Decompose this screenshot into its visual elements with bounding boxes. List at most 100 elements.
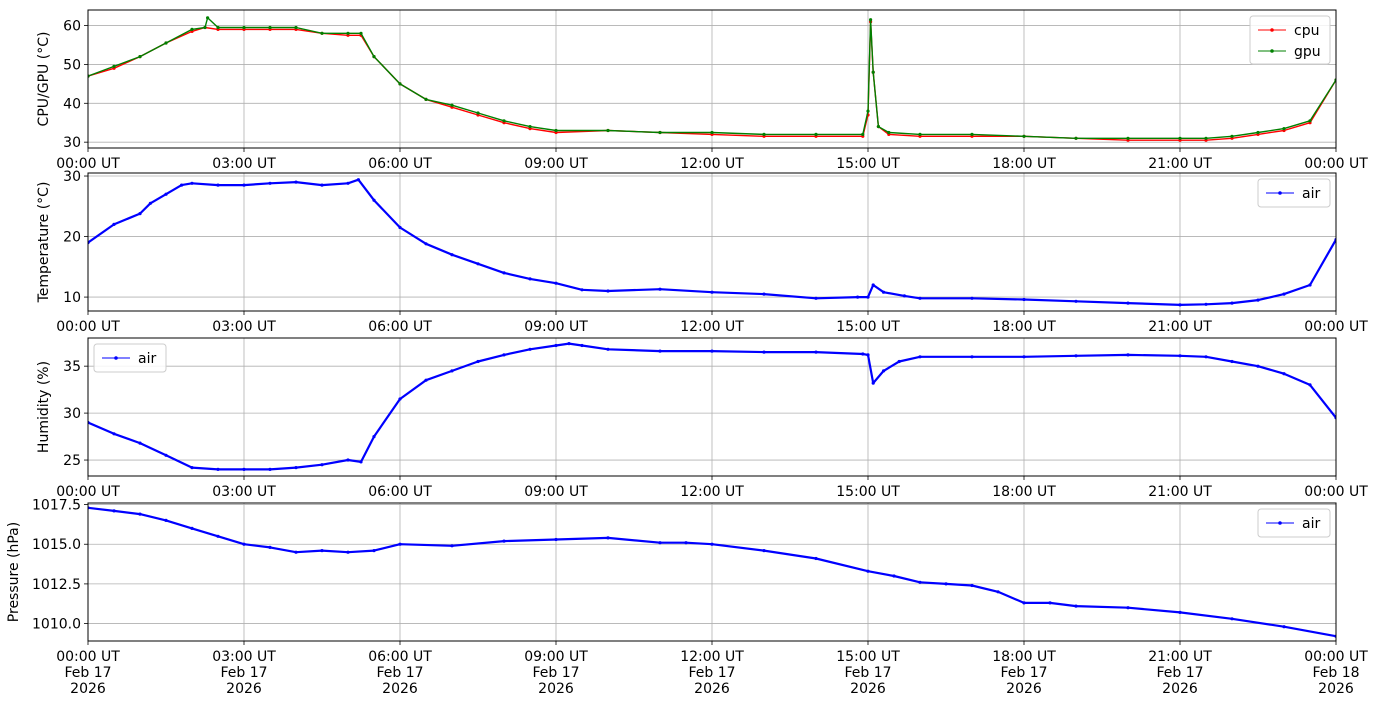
data-point <box>1282 372 1286 376</box>
data-point <box>268 181 272 185</box>
data-point <box>710 130 714 135</box>
data-point <box>684 541 688 545</box>
axes-frame <box>87 337 1337 477</box>
y-tick-label: 50 <box>63 57 81 73</box>
data-point <box>398 82 402 86</box>
y-axis-label: CPU/GPU (°C) <box>36 32 52 127</box>
legend-marker <box>1278 521 1282 525</box>
x-tick-label: 18:00 UT Feb 17 2026 <box>992 649 1056 697</box>
data-point <box>1126 353 1130 357</box>
data-point <box>970 583 974 588</box>
x-tick-label: 12:00 UT <box>680 319 744 335</box>
data-point <box>1074 604 1078 608</box>
legend-marker <box>1278 191 1282 195</box>
data-point <box>112 509 116 513</box>
data-point <box>372 198 376 202</box>
x-tick-label: 12:00 UT <box>680 484 744 500</box>
data-point <box>294 550 298 554</box>
panel-1: 00:00 UT 03:00 UT 06:00 UT 09:00 UT 12:00 UT… <box>36 9 1368 172</box>
data-point <box>762 292 766 296</box>
data-point <box>554 343 558 348</box>
data-point <box>887 130 891 135</box>
x-tick-label: 00:00 UT <box>56 484 120 500</box>
data-point <box>918 355 922 359</box>
data-point <box>398 225 402 230</box>
legend-marker <box>114 356 118 360</box>
x-tick-label: 00:00 UT <box>56 156 120 172</box>
y-tick-label: 20 <box>63 230 81 246</box>
data-point <box>1230 359 1234 364</box>
data-point <box>871 381 875 385</box>
data-point <box>450 369 454 373</box>
data-point <box>861 132 865 136</box>
data-point <box>658 287 662 291</box>
data-point <box>138 212 142 216</box>
data-point <box>320 183 324 187</box>
data-point <box>580 343 584 348</box>
data-point <box>606 128 610 133</box>
data-point <box>138 512 142 516</box>
data-point <box>138 441 142 445</box>
data-point <box>866 109 870 113</box>
data-point <box>206 16 210 20</box>
data-point <box>398 542 402 546</box>
x-tick-label: 09:00 UT Feb 17 2026 <box>524 649 588 697</box>
x-tick-label: 00:00 UT <box>56 319 120 335</box>
data-point <box>450 544 454 548</box>
data-point <box>359 460 363 464</box>
data-point <box>164 41 168 45</box>
data-point <box>710 349 714 353</box>
data-point <box>190 466 194 470</box>
data-point <box>814 296 818 300</box>
data-point <box>203 25 207 30</box>
x-tick-label: 03:00 UT <box>212 484 276 500</box>
axes-frame <box>87 9 1337 149</box>
data-point <box>268 545 272 550</box>
data-point <box>554 281 558 285</box>
data-point <box>814 350 818 354</box>
data-point <box>450 103 454 107</box>
data-point <box>606 289 610 293</box>
data-point <box>866 353 870 357</box>
data-point <box>1230 617 1234 621</box>
data-point <box>476 111 480 115</box>
data-point <box>1282 127 1286 131</box>
data-point <box>216 534 220 538</box>
x-tick-label: 15:00 UT Feb 17 2026 <box>836 649 900 697</box>
data-point <box>606 347 610 351</box>
data-point <box>567 342 571 346</box>
data-point <box>372 55 376 59</box>
data-point <box>814 132 818 136</box>
data-point <box>346 458 350 462</box>
y-axis-label: Humidity (%) <box>36 361 52 453</box>
data-point <box>148 201 152 205</box>
x-tick-label: 03:00 UT <box>212 319 276 335</box>
data-point <box>502 119 506 123</box>
data-point <box>1230 134 1234 138</box>
data-point <box>216 25 220 30</box>
data-point <box>606 536 610 540</box>
data-point <box>1204 355 1208 359</box>
data-point <box>869 18 873 22</box>
data-point <box>164 453 168 457</box>
data-point <box>580 288 584 292</box>
axes-frame <box>87 172 1337 312</box>
data-point <box>450 253 454 257</box>
y-axis-label: Temperature (°C) <box>36 182 52 304</box>
data-point <box>268 467 272 471</box>
data-point <box>1126 136 1130 140</box>
data-point <box>658 541 662 545</box>
data-point <box>528 125 532 129</box>
series-line-air <box>88 506 1336 638</box>
data-point <box>346 31 350 35</box>
data-point <box>1282 292 1286 296</box>
x-tick-label: 06:00 UT <box>368 319 432 335</box>
x-tick-label: 00:00 UT Feb 18 2026 <box>1304 649 1368 697</box>
data-point <box>710 290 714 294</box>
data-point <box>502 353 506 357</box>
data-point <box>242 25 246 30</box>
data-point <box>918 580 922 584</box>
data-point <box>112 64 116 68</box>
x-tick-label: 06:00 UT <box>368 484 432 500</box>
